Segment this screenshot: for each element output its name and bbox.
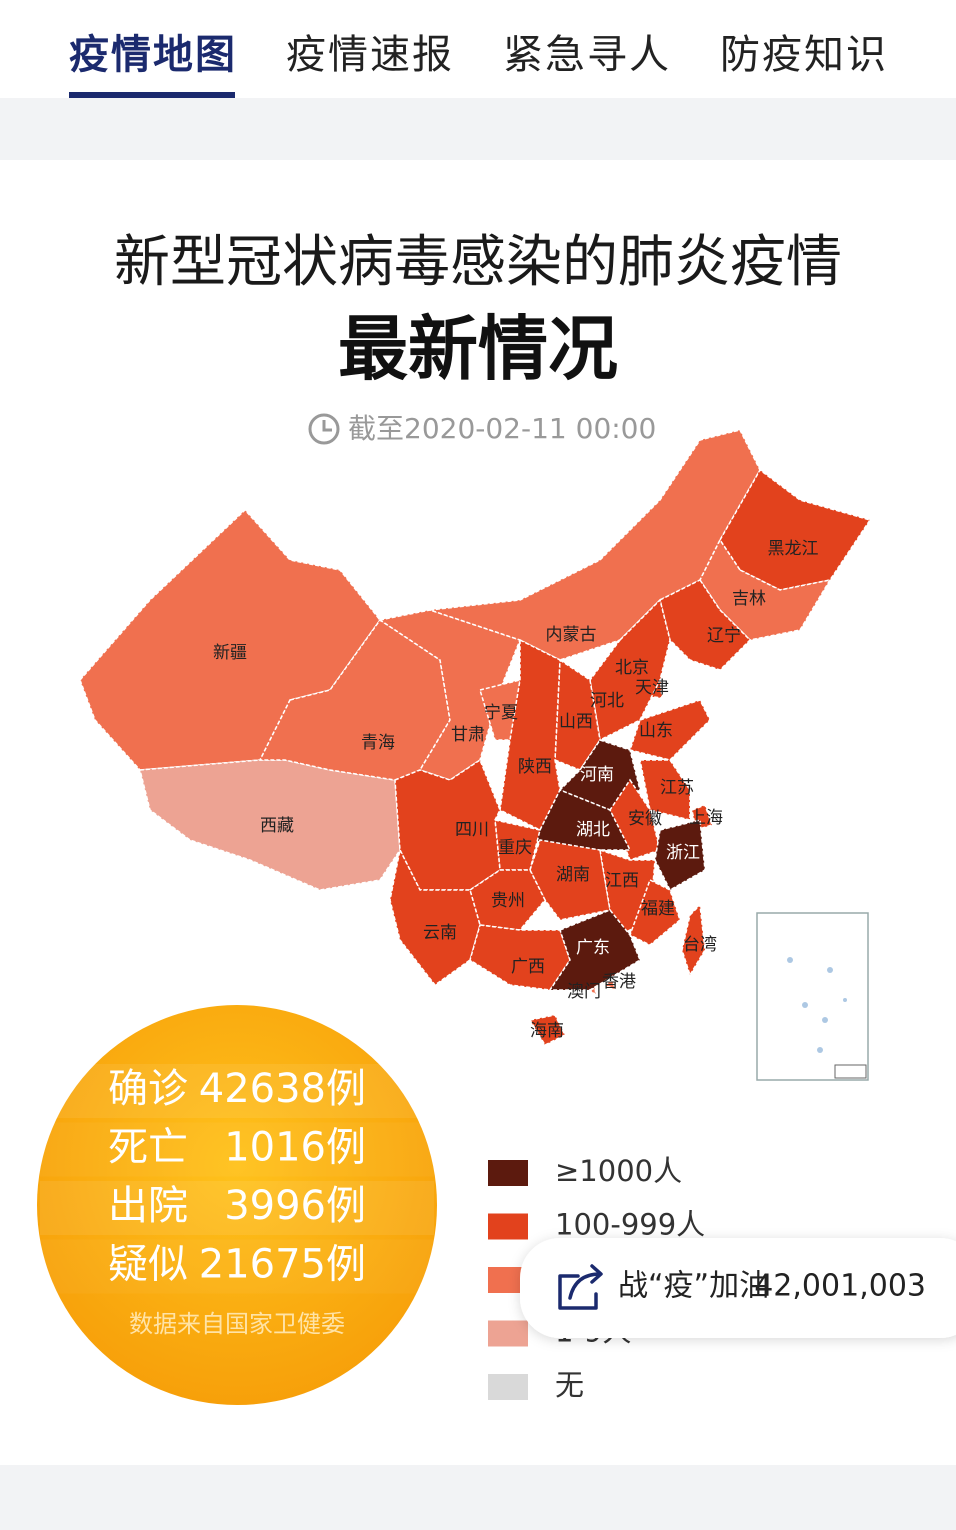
legend-label: 100-999人: [555, 1208, 705, 1242]
province-label: 福建: [641, 899, 675, 919]
province-label: 广东: [576, 938, 610, 958]
legend-swatch: [488, 1213, 528, 1240]
province-label: 云南: [423, 923, 457, 943]
province-label: 上海: [689, 808, 723, 828]
province-label: 重庆: [498, 838, 532, 858]
province-label: 宁夏: [484, 703, 518, 723]
province-label: 浙江: [666, 843, 700, 863]
province-label: 吉林: [732, 589, 766, 609]
share-count: 42,001,003: [754, 1269, 926, 1304]
province-label: 天津: [635, 678, 669, 698]
stats-stripe: [40, 1239, 434, 1294]
province-label: 江苏: [660, 778, 694, 798]
province-shape: [588, 986, 598, 997]
province-shape: [639, 759, 691, 821]
tab[interactable]: 疫情地图: [69, 32, 237, 78]
province-label: 新疆: [213, 643, 247, 663]
province-shape: [589, 598, 671, 742]
stats-stripe: [40, 1181, 434, 1235]
province-label: 广西: [511, 957, 545, 977]
province-shape: [654, 819, 706, 892]
province-label: 四川: [455, 820, 489, 840]
province-label: 台湾: [683, 935, 717, 955]
stats-stripe: [40, 1122, 434, 1177]
province-label: 河北: [590, 691, 624, 711]
province-label: 黑龙江: [768, 539, 819, 559]
province-label: 江西: [605, 871, 639, 891]
province-shape: [681, 903, 706, 977]
province-label: 山东: [639, 721, 673, 741]
province-label: 山西: [559, 712, 593, 732]
province-shape: [548, 909, 641, 991]
stat-label: 死亡: [108, 1125, 188, 1171]
share-bar[interactable]: 战“疫”加油 42,001,003: [520, 1238, 956, 1338]
share-icon: [558, 1264, 603, 1310]
stat-label: 确诊: [108, 1066, 188, 1112]
province-shape: [629, 699, 711, 761]
legend-swatch: [488, 1374, 528, 1400]
tab[interactable]: 紧急寻人: [503, 32, 671, 78]
province-shape: [659, 579, 752, 671]
stats-stripe: [40, 1064, 434, 1118]
title: 新型冠状病毒感染的肺炎疫情: [114, 230, 842, 295]
province-shape: [479, 679, 521, 741]
province-label: 青海: [361, 733, 395, 753]
province-label: 澳门: [567, 982, 601, 1002]
stats-panel: [37, 1005, 437, 1405]
province-shape: [528, 1014, 567, 1046]
province-shape: [603, 978, 618, 992]
stat-label: 疑似: [108, 1242, 188, 1288]
top-nav: 疫情地图 疫情速报 紧急寻人 防疫知识: [0, 0, 956, 98]
stat-value: 1016例: [224, 1125, 366, 1171]
province-label: 安徽: [628, 809, 662, 829]
province-label: 辽宁: [707, 626, 741, 646]
tab[interactable]: 疫情速报: [286, 32, 454, 78]
province-label: 陕西: [518, 757, 552, 777]
subtitle: 最新情况: [338, 308, 618, 390]
clock-icon: [308, 413, 340, 445]
timestamp: 截至2020-02-11 00:00: [348, 412, 656, 445]
province-shape: [469, 869, 546, 931]
province-label: 海南: [530, 1021, 564, 1041]
stat-label: 出院: [108, 1183, 188, 1229]
inset-map: [756, 912, 869, 1081]
province-label: 甘肃: [451, 725, 485, 745]
tab[interactable]: 防疫知识: [720, 32, 888, 78]
legend-label: ≥1000人: [555, 1154, 682, 1188]
stat-value: 3996例: [224, 1183, 366, 1229]
province-shape: [394, 758, 501, 891]
tab-indicator: [69, 92, 235, 98]
share-text: 战“疫”加油: [618, 1269, 769, 1304]
source-note: 数据来自国家卫健委: [129, 1310, 345, 1338]
province-label: 湖北: [576, 820, 610, 840]
province-label: 河南: [580, 765, 614, 785]
province-label: 湖南: [556, 865, 590, 885]
province-label: 西藏: [260, 816, 294, 836]
province-shape: [389, 847, 481, 987]
province-label: 贵州: [491, 891, 525, 911]
province-label: 北京: [615, 658, 649, 678]
stat-value: 21675例: [199, 1242, 366, 1288]
province-label: 内蒙古: [546, 625, 597, 645]
stat-value: 42638例: [199, 1066, 366, 1112]
legend-label: 无: [555, 1368, 584, 1402]
legend-swatch: [488, 1320, 528, 1347]
province-shape: [629, 878, 681, 946]
legend-swatch: [488, 1160, 528, 1186]
province-label: 香港: [602, 972, 636, 992]
province-shape: [528, 789, 632, 851]
